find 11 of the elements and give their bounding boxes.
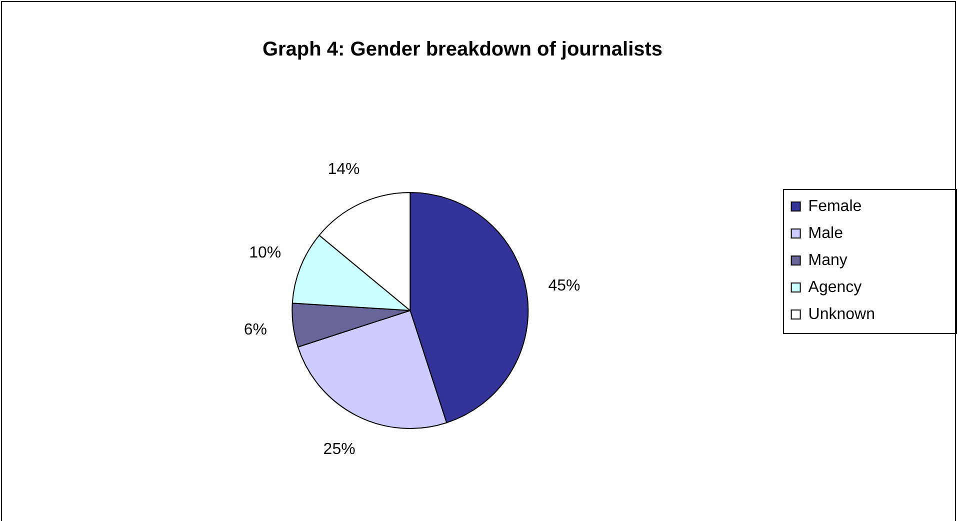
data-label: 6% bbox=[244, 321, 267, 338]
data-label: 10% bbox=[249, 244, 282, 262]
data-label: 45% bbox=[548, 278, 580, 294]
data-label: 14% bbox=[328, 160, 360, 178]
legend-label: Unknown bbox=[808, 306, 875, 323]
chart-title: Graph 4: Gender breakdown of journalists bbox=[262, 38, 663, 61]
data-label: 25% bbox=[323, 440, 356, 458]
legend-label: Female bbox=[808, 198, 862, 215]
legend-label: Many bbox=[808, 252, 848, 269]
legend-label: Agency bbox=[808, 278, 862, 296]
legend-label: Male bbox=[808, 224, 844, 242]
